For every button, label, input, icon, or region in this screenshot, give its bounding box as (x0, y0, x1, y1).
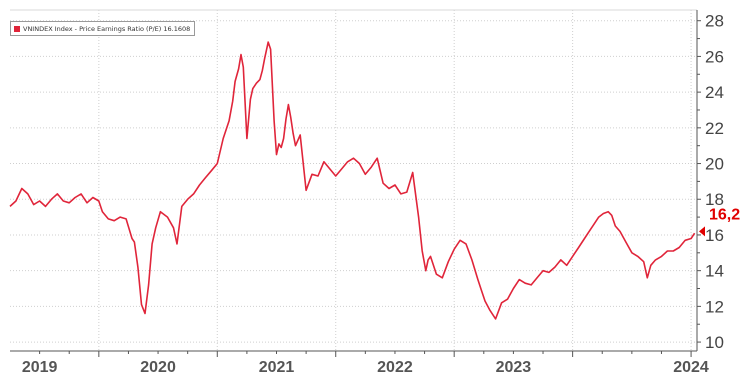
y-tick-label: 12 (705, 297, 724, 316)
x-tick-label: 2022 (377, 359, 413, 376)
y-tick-label: 10 (705, 333, 724, 352)
y-tick-label: 18 (705, 190, 724, 209)
legend-label: VNINDEX Index - Price Earnings Ratio (P/… (23, 24, 191, 33)
y-tick-label: 16 (705, 226, 724, 245)
y-tick-label: 20 (705, 155, 724, 174)
vertical-gridlines (98, 10, 692, 351)
last-value-label: 16,2 (709, 206, 740, 223)
x-tick-label: 2021 (259, 359, 295, 376)
y-tick-label: 24 (705, 83, 724, 102)
x-tick-label: 2023 (496, 359, 532, 376)
y-tick-label: 22 (705, 119, 724, 138)
legend: VNINDEX Index - Price Earnings Ratio (P/… (10, 21, 196, 36)
horizontal-gridlines (10, 20, 697, 343)
pe-ratio-line (9, 41, 696, 320)
x-tick-label: 2020 (140, 359, 176, 376)
legend-swatch (14, 25, 20, 32)
x-tick-label: 2024 (673, 359, 709, 376)
x-axis-ticks: 2019 2020 2021 2022 2023 2024 (22, 351, 709, 376)
y-tick-label: 26 (705, 47, 724, 66)
y-axis-ticks: 10 12 14 16 18 20 22 24 26 28 (697, 12, 724, 352)
y-tick-label: 28 (705, 12, 724, 31)
last-value-marker (699, 226, 705, 237)
x-tick-label: 2019 (22, 359, 58, 376)
y-tick-label: 14 (705, 262, 724, 281)
